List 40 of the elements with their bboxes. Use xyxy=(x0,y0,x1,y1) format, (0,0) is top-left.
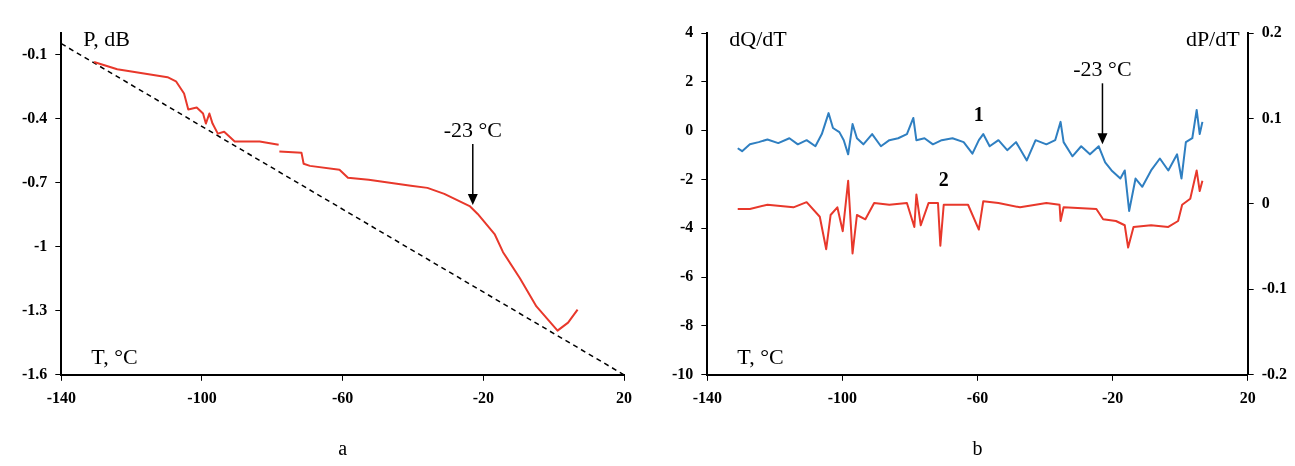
x-tick-label: -60 xyxy=(966,388,989,406)
y-tick-label: -0.4 xyxy=(22,108,48,126)
x-tick-label: -140 xyxy=(46,388,76,406)
series-label: 2 xyxy=(938,167,949,190)
y-axis-title: dQ/dT xyxy=(729,25,788,51)
x-tick-label: -140 xyxy=(692,388,722,406)
y2-axis-title: dP/dT xyxy=(1185,25,1241,51)
x-tick-label: 20 xyxy=(616,388,632,406)
x-tick-label: -100 xyxy=(827,388,858,406)
y-tick-label: -0.7 xyxy=(22,172,48,190)
y2-tick-label: 0.2 xyxy=(1261,23,1282,41)
y-tick-label: -1.6 xyxy=(22,364,48,382)
y-tick-label: -8 xyxy=(680,316,694,334)
y-tick-label: -0.1 xyxy=(22,44,48,62)
text: b xyxy=(972,437,983,460)
x-axis-title: T, °C xyxy=(91,343,138,369)
x-tick-label: -100 xyxy=(187,388,217,406)
y2-tick-label: 0 xyxy=(1261,194,1270,212)
x-tick-label: 20 xyxy=(1239,388,1256,406)
annotation: -23 °C xyxy=(1073,56,1132,82)
x-tick-label: -60 xyxy=(332,388,354,406)
x-axis-title: T, °C xyxy=(737,343,784,369)
y-tick-label: -1 xyxy=(34,236,48,254)
y-tick-label: 4 xyxy=(685,23,694,41)
y2-tick-label: -0.2 xyxy=(1261,364,1287,382)
y2-tick-label: 0.1 xyxy=(1261,108,1282,126)
x-tick-label: -20 xyxy=(1101,388,1124,406)
y-tick-label: 2 xyxy=(685,71,694,89)
y-axis-title: P, dB xyxy=(83,25,130,51)
x-tick-label: -20 xyxy=(472,388,494,406)
text: a xyxy=(338,437,348,460)
y-tick-label: -10 xyxy=(672,364,694,382)
y-tick-label: -1.3 xyxy=(22,300,48,318)
y2-tick-label: -0.1 xyxy=(1261,279,1287,297)
y-tick-label: -6 xyxy=(680,267,694,285)
annotation: -23 °C xyxy=(443,116,502,142)
y-tick-label: -4 xyxy=(680,218,694,236)
y-tick-label: 0 xyxy=(685,120,694,138)
series-label: 1 xyxy=(973,103,984,126)
y-tick-label: -2 xyxy=(680,169,694,187)
